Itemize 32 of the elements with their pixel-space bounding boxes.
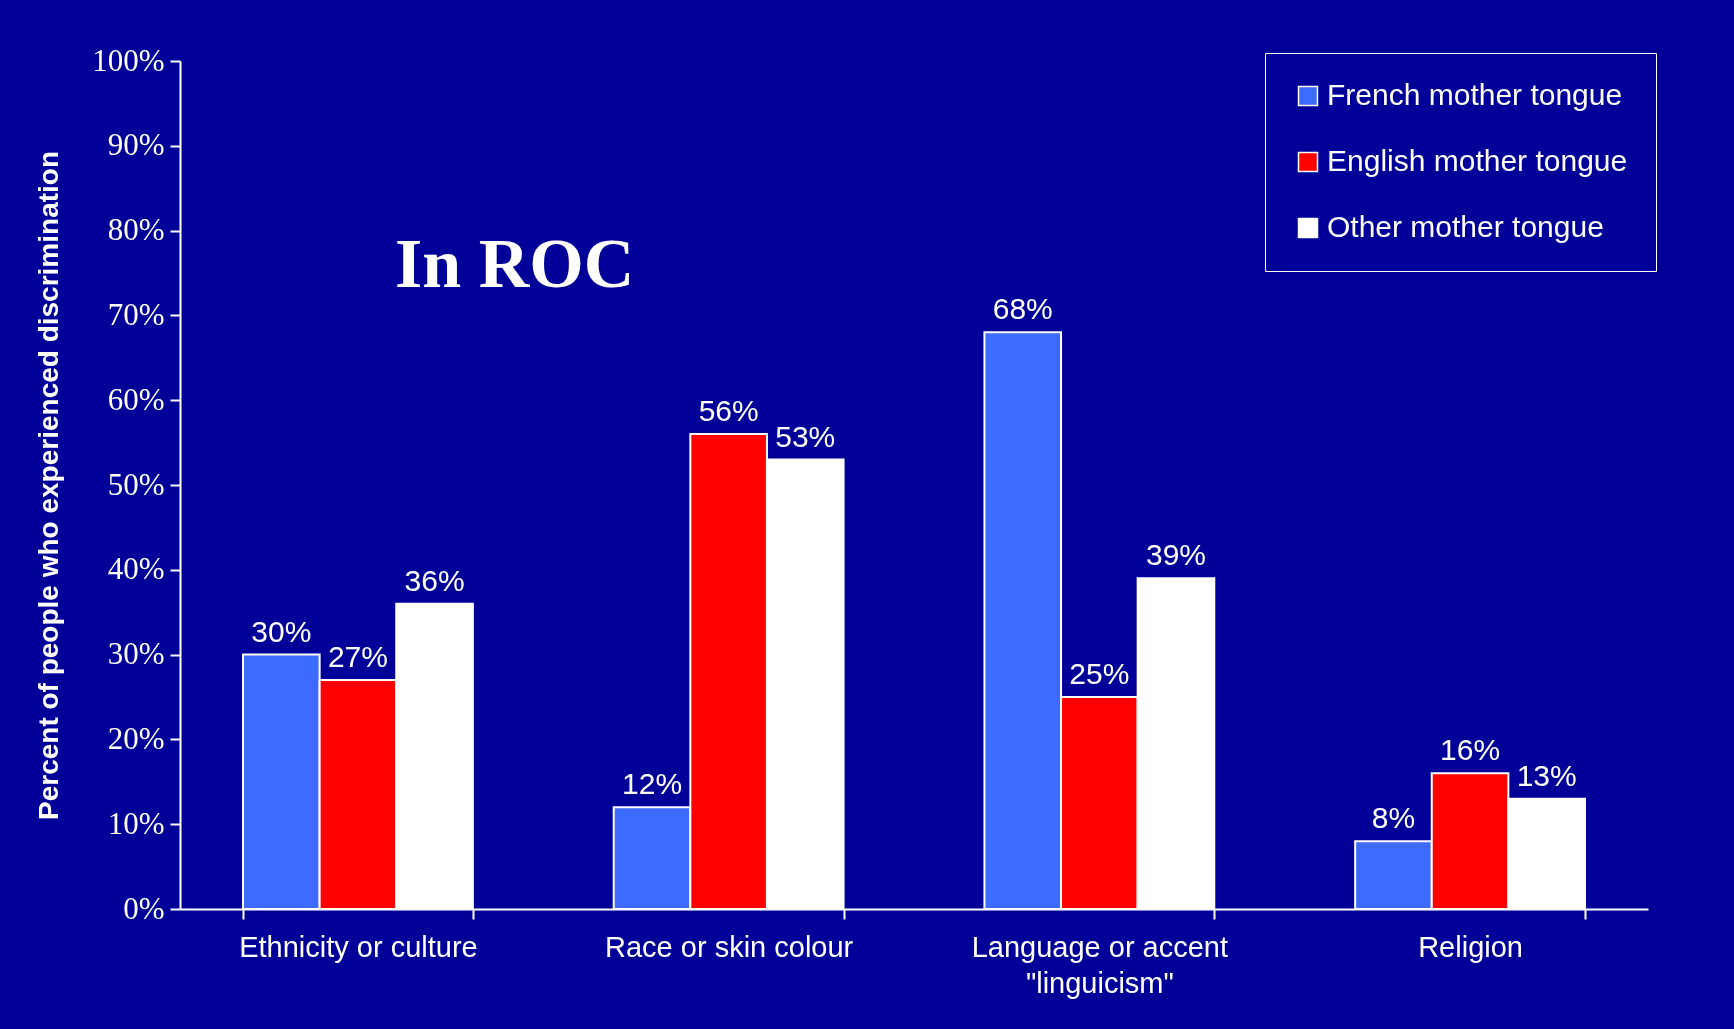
annotation: In ROC — [395, 225, 635, 302]
y-tick-label: 100% — [92, 42, 165, 78]
data-label: 30% — [251, 614, 312, 648]
data-label: 25% — [1069, 657, 1130, 690]
y-tick-label: 70% — [107, 296, 165, 332]
y-tick-label: 60% — [107, 381, 165, 417]
legend-label: Other mother tongue — [1327, 210, 1604, 243]
y-axis-title: Percent of people who experienced discrimination — [33, 150, 65, 821]
y-tick-label: 40% — [107, 551, 165, 587]
legend-label: English mother tongue — [1327, 144, 1628, 177]
x-tick-label: Ethnicity or culture — [239, 930, 478, 963]
data-label: 39% — [1145, 538, 1206, 572]
y-tick-label: 0% — [123, 890, 165, 926]
y-tick-label: 10% — [107, 805, 165, 841]
data-label: 53% — [775, 419, 836, 453]
data-label: 27% — [327, 640, 388, 674]
data-label: 12% — [622, 767, 683, 801]
y-tick-label: 20% — [107, 720, 165, 756]
legend-label: French mother tongue — [1327, 78, 1623, 111]
x-tick-label: Language or accent "linguicism" — [971, 930, 1229, 999]
y-tick-label: 30% — [107, 636, 165, 672]
y-tick-label: 50% — [107, 466, 165, 502]
data-label: 13% — [1516, 758, 1577, 792]
data-label: 68% — [992, 292, 1053, 326]
data-label: 8% — [1371, 801, 1416, 835]
y-tick-label: 90% — [107, 127, 165, 163]
x-tick-label: Religion — [1418, 930, 1523, 963]
data-label: 56% — [698, 394, 759, 428]
data-label: 16% — [1440, 733, 1501, 767]
y-tick-label: 80% — [107, 212, 165, 248]
data-label: 36% — [404, 563, 465, 597]
x-tick-label: Race or skin colour — [605, 930, 854, 963]
